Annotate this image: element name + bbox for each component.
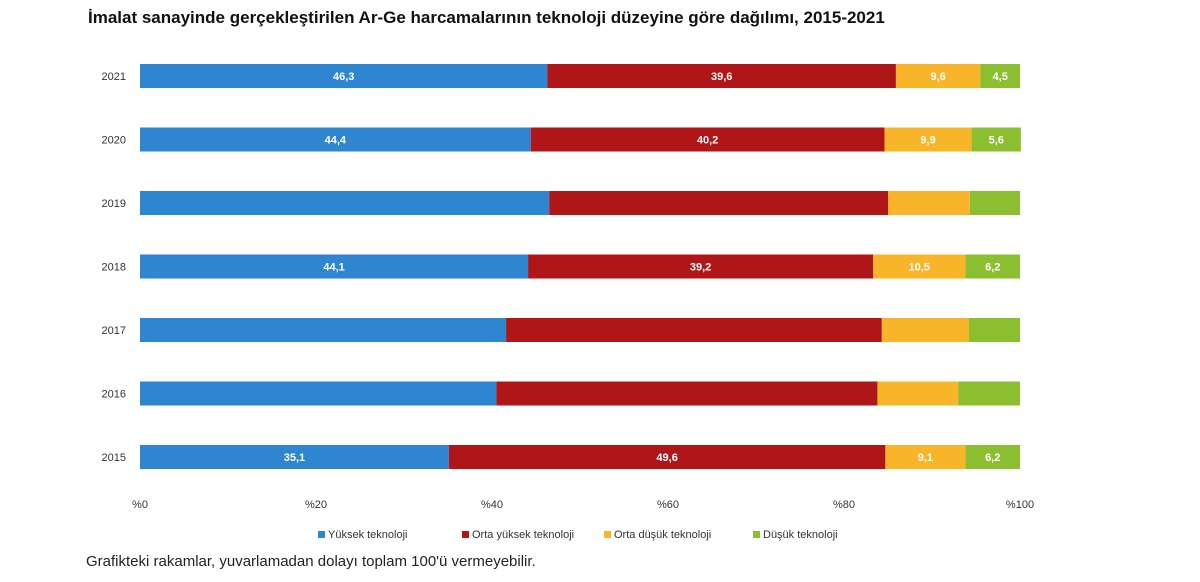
data-label: 35,1 [284, 452, 305, 464]
bar-segment [496, 381, 878, 406]
bar-segment [140, 64, 548, 88]
data-label: 39,6 [711, 71, 732, 83]
legend-swatch [604, 531, 611, 538]
data-label: 44,4 [325, 135, 347, 147]
bar-segment [969, 191, 1020, 215]
bar-segment [971, 127, 1021, 152]
x-tick-label: %80 [833, 499, 855, 511]
legend-swatch [462, 531, 469, 538]
bar-segment [530, 127, 885, 152]
chart-title: İmalat sanayinde gerçekleştirilen Ar-Ge … [88, 8, 885, 27]
bar-segment [884, 127, 972, 152]
bar-segment [968, 318, 1020, 342]
legend-label: Düşük teknoloji [763, 529, 838, 541]
data-label: 4,5 [993, 71, 1008, 83]
data-label: 10,5 [909, 262, 930, 274]
bar-segment [140, 381, 497, 406]
bar-segment [888, 191, 970, 215]
bar-segment [965, 445, 1020, 469]
data-label: 49,6 [656, 452, 677, 464]
bar-segment [895, 64, 981, 88]
bar-segment [506, 318, 882, 342]
category-label: 2019 [102, 198, 126, 210]
data-label: 40,2 [697, 135, 718, 147]
bar-segment [549, 191, 888, 215]
data-label: 6,2 [985, 452, 1000, 464]
category-label: 2017 [102, 325, 126, 337]
x-tick-label: %20 [305, 499, 327, 511]
bar-segment [881, 318, 969, 342]
bar-segment [140, 254, 529, 279]
legend-label: Yüksek teknoloji [328, 529, 408, 541]
legend-swatch [318, 531, 325, 538]
bar-segment [873, 254, 966, 279]
bar-segment [965, 254, 1020, 279]
legend-label: Orta yüksek teknoloji [472, 529, 574, 541]
bar-segment [885, 445, 966, 469]
bar-segment [140, 318, 507, 342]
bar-segment [877, 381, 959, 406]
bar-segment [528, 254, 874, 279]
category-label: 2015 [102, 452, 126, 464]
x-tick-label: %100 [1006, 499, 1034, 511]
category-label: 2016 [102, 389, 126, 401]
data-label: 5,6 [989, 135, 1004, 147]
bar-segment [958, 381, 1020, 406]
bar-segment [980, 64, 1020, 88]
bar-segment [547, 64, 896, 88]
bar-segment [448, 445, 886, 469]
legend-label: Orta düşük teknoloji [614, 529, 711, 541]
data-label: 39,2 [690, 262, 711, 274]
category-label: 2020 [102, 135, 126, 147]
data-label: 9,6 [931, 71, 946, 83]
x-tick-label: %0 [132, 499, 148, 511]
footnote: Grafikteki rakamlar, yuvarlamadan dolayı… [86, 553, 536, 570]
data-label: 9,1 [918, 452, 933, 464]
bar-segment [140, 191, 550, 215]
data-label: 6,2 [985, 262, 1000, 274]
bar-segment [140, 445, 449, 469]
data-label: 9,9 [920, 135, 935, 147]
category-label: 2018 [102, 262, 126, 274]
legend-swatch [753, 531, 760, 538]
data-label: 44,1 [323, 262, 344, 274]
x-tick-label: %60 [657, 499, 679, 511]
category-label: 2021 [102, 71, 126, 83]
x-tick-label: %40 [481, 499, 503, 511]
data-label: 46,3 [333, 71, 354, 83]
bar-segment [140, 127, 531, 152]
